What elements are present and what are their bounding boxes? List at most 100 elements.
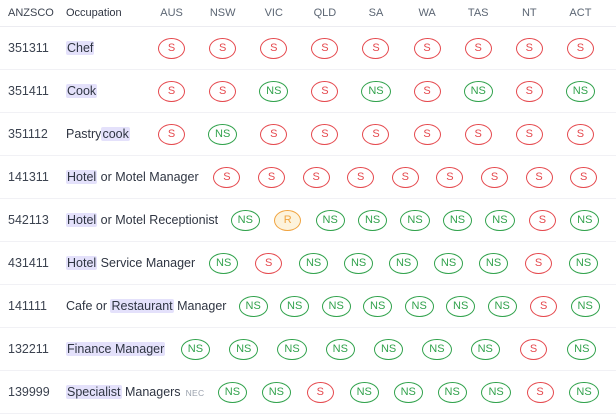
status-badge-tas[interactable]: NS bbox=[487, 295, 517, 317]
status-badge-sa[interactable]: S bbox=[362, 123, 390, 145]
status-badge-nsw[interactable]: S bbox=[209, 80, 237, 102]
status-badge-nt[interactable]: S bbox=[528, 209, 556, 231]
status-badge-nt[interactable]: S bbox=[530, 295, 558, 317]
status-badge-nsw[interactable]: S bbox=[255, 252, 283, 274]
occupation-name[interactable]: Hotel or Motel Receptionist bbox=[66, 213, 224, 227]
status-badge-aus[interactable]: NS bbox=[230, 209, 260, 231]
status-badge-nt[interactable]: S bbox=[515, 80, 543, 102]
status-badge-vic[interactable]: NS bbox=[321, 295, 351, 317]
status-badge-nsw[interactable]: S bbox=[258, 166, 286, 188]
occupation-name[interactable]: Pastrycook bbox=[66, 127, 146, 141]
occupation-name[interactable]: Hotel or Motel Manager bbox=[66, 170, 205, 184]
status-badge-tas[interactable]: NS bbox=[481, 381, 511, 403]
status-badge-aus[interactable]: NS bbox=[238, 295, 268, 317]
status-badge-nsw[interactable]: NS bbox=[229, 338, 259, 360]
status-badge-vic[interactable]: NS bbox=[277, 338, 307, 360]
badge-slot: S bbox=[246, 252, 291, 274]
status-badge-nsw[interactable]: NS bbox=[261, 381, 291, 403]
status-badge-act[interactable]: S bbox=[566, 37, 594, 59]
status-badge-nt[interactable]: S bbox=[515, 123, 543, 145]
status-badge-nt[interactable]: S bbox=[525, 166, 553, 188]
occupation-name[interactable]: Chef bbox=[66, 41, 146, 55]
occupation-text: or Motel Manager bbox=[97, 170, 199, 184]
table-row: 141111 Cafe or Restaurant Manager NS NS NS… bbox=[0, 285, 616, 328]
status-badge-tas[interactable]: S bbox=[464, 37, 492, 59]
badge-slot: NS bbox=[398, 295, 440, 317]
status-badge-wa[interactable]: S bbox=[413, 80, 441, 102]
status-badge-aus[interactable]: NS bbox=[209, 252, 239, 274]
status-badge-aus[interactable]: S bbox=[158, 123, 186, 145]
status-badge-qld[interactable]: NS bbox=[343, 252, 374, 274]
status-badge-qld[interactable]: S bbox=[347, 166, 375, 188]
status-badge-act[interactable]: NS bbox=[569, 381, 599, 403]
status-badge-act[interactable]: NS bbox=[570, 209, 600, 231]
badge-slot: S bbox=[472, 166, 517, 188]
status-badge-sa[interactable]: NS bbox=[393, 381, 423, 403]
status-badge-tas[interactable]: NS bbox=[478, 252, 509, 274]
status-badge-act[interactable]: NS bbox=[567, 338, 597, 360]
status-badge-aus[interactable]: NS bbox=[180, 338, 211, 360]
status-badge-tas[interactable]: NS bbox=[470, 338, 500, 360]
status-badge-act[interactable]: S bbox=[570, 166, 598, 188]
occupation-name[interactable]: Specialist Managers NEC bbox=[66, 385, 210, 399]
occupation-name[interactable]: Finance Manager bbox=[66, 342, 171, 356]
status-badge-vic[interactable]: NS bbox=[259, 80, 289, 102]
status-badge-vic[interactable]: NS bbox=[315, 209, 345, 231]
status-badge-tas[interactable]: S bbox=[480, 166, 508, 188]
status-badge-nt[interactable]: S bbox=[525, 252, 553, 274]
status-badge-sa[interactable]: NS bbox=[400, 209, 430, 231]
status-badge-nt[interactable]: S bbox=[520, 338, 547, 360]
status-badge-qld[interactable]: NS bbox=[363, 295, 393, 317]
status-badge-wa[interactable]: S bbox=[413, 123, 441, 145]
status-badge-nsw[interactable]: R bbox=[274, 209, 302, 231]
status-badge-vic[interactable]: S bbox=[306, 381, 334, 403]
status-badge-nsw[interactable]: NS bbox=[280, 295, 310, 317]
status-badge-aus[interactable]: NS bbox=[217, 381, 248, 403]
status-badge-act[interactable]: S bbox=[566, 123, 594, 145]
status-badge-tas[interactable]: NS bbox=[485, 209, 515, 231]
status-badge-vic[interactable]: S bbox=[260, 123, 288, 145]
status-badge-qld[interactable]: NS bbox=[357, 209, 388, 231]
status-badge-sa[interactable]: S bbox=[391, 166, 419, 188]
status-badge-tas[interactable]: NS bbox=[463, 80, 493, 102]
status-badge-qld[interactable]: NS bbox=[349, 381, 379, 403]
status-badge-wa[interactable]: NS bbox=[446, 295, 476, 317]
status-badge-wa[interactable]: NS bbox=[442, 209, 473, 231]
status-badge-sa[interactable]: NS bbox=[373, 338, 404, 360]
status-badge-sa[interactable]: NS bbox=[361, 80, 391, 102]
occupation-name[interactable]: Cafe or Restaurant Manager bbox=[66, 299, 232, 313]
status-badge-nsw[interactable]: S bbox=[209, 37, 237, 59]
status-badge-sa[interactable]: S bbox=[362, 37, 390, 59]
status-badge-wa[interactable]: NS bbox=[422, 338, 452, 360]
status-badge-vic[interactable]: S bbox=[302, 166, 330, 188]
status-badge-wa[interactable]: S bbox=[436, 166, 464, 188]
occupation-name[interactable]: Hotel Service Manager bbox=[66, 256, 201, 270]
status-badge-act[interactable]: NS bbox=[570, 295, 600, 317]
status-badge-wa[interactable]: NS bbox=[437, 381, 467, 403]
status-badge-nt[interactable]: S bbox=[526, 381, 554, 403]
badge-slot: NS bbox=[461, 338, 509, 360]
status-badge-tas[interactable]: S bbox=[464, 123, 492, 145]
status-badge-qld[interactable]: NS bbox=[325, 338, 355, 360]
status-badge-sa[interactable]: NS bbox=[388, 252, 419, 274]
status-badge-qld[interactable]: S bbox=[311, 123, 339, 145]
status-badge-qld[interactable]: S bbox=[311, 37, 339, 59]
status-badge-sa[interactable]: NS bbox=[404, 295, 434, 317]
status-badge-wa[interactable]: NS bbox=[433, 252, 464, 274]
status-badge-aus[interactable]: S bbox=[158, 37, 186, 59]
status-badge-wa[interactable]: S bbox=[413, 37, 441, 59]
status-badge-aus[interactable]: S bbox=[158, 80, 186, 102]
status-badge-qld[interactable]: S bbox=[311, 80, 339, 102]
occupation-highlight: Cook bbox=[66, 84, 98, 98]
badge-slot: S bbox=[453, 123, 504, 145]
status-badge-vic[interactable]: NS bbox=[298, 252, 329, 274]
status-badge-nt[interactable]: S bbox=[515, 37, 543, 59]
occupation-name[interactable]: Cook bbox=[66, 84, 146, 98]
status-badge-act[interactable]: NS bbox=[565, 80, 596, 102]
badge-slot: NS bbox=[316, 338, 364, 360]
status-badge-act[interactable]: NS bbox=[568, 252, 599, 274]
status-badge-aus[interactable]: S bbox=[213, 166, 241, 188]
status-badge-nsw[interactable]: NS bbox=[208, 123, 238, 145]
status-badge-vic[interactable]: S bbox=[260, 37, 288, 59]
badge-slot: S bbox=[521, 209, 563, 231]
